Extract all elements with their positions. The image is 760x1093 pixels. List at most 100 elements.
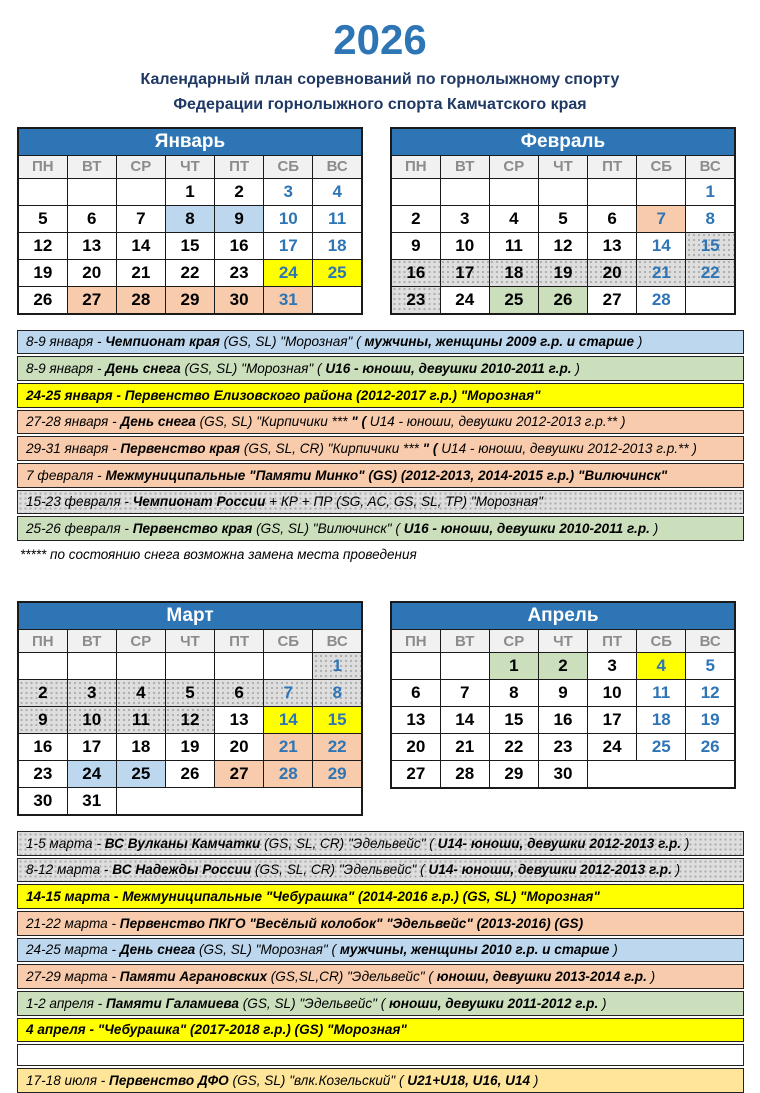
calendar-march: Март ПН ВТ СР ЧТ ПТ СБ ВС 1 2 3 4 5 6 7 8 9 10 11 12 13 14 15 1…	[17, 601, 363, 817]
day-cell-march-8: 8	[312, 679, 363, 708]
weekday-header-cell: СР	[115, 629, 166, 654]
weekday-header-cell: ПТ	[214, 154, 265, 179]
day-cell-march-1: 1	[312, 652, 363, 681]
day-cell-march-15: 15	[312, 706, 363, 735]
day-cell-february-14: 14	[636, 231, 687, 260]
empty-day-cell	[488, 177, 539, 206]
day-cell-april-10: 10	[587, 679, 638, 708]
calendar-april-slot: Апрель ПН ВТ СР ЧТ ПТ СБ ВС 1 2 3 4 5 6 7 8 9 10 11 12 13 14 1…	[390, 601, 736, 816]
day-cell-january-11: 11	[312, 204, 363, 233]
day-cell-january-8: 8	[164, 204, 216, 233]
event-row: 27-29 марта - Памяти Аграновских (GS,SL,…	[17, 964, 744, 990]
day-cell-february-4: 4	[488, 204, 539, 233]
day-cell-january-4: 4	[312, 177, 363, 206]
day-cell-april-3: 3	[587, 652, 638, 681]
day-cell-february-9: 9	[390, 231, 441, 260]
weekday-header-cell: ЧТ	[537, 629, 589, 654]
day-cell-april-22: 22	[488, 733, 539, 762]
day-cell-february-22: 22	[685, 258, 736, 287]
day-cell-january-18: 18	[312, 231, 363, 260]
month-title-january: Январь	[17, 127, 363, 156]
empty-day-cell	[164, 652, 216, 681]
weekday-header-cell: ПН	[390, 154, 441, 179]
empty-day-cell	[390, 177, 441, 206]
weekday-header-cell: СР	[488, 154, 539, 179]
page-title: 2026	[333, 16, 427, 63]
day-cell-january-23: 23	[214, 258, 265, 287]
weekday-header-cell: ПТ	[587, 629, 638, 654]
day-cell-february-25: 25	[488, 285, 539, 315]
calendar-march-slot: Март ПН ВТ СР ЧТ ПТ СБ ВС 1 2 3 4 5 6 7 8 9 10 11 12 13 14 15 1…	[17, 601, 363, 817]
day-cell-february-26: 26	[537, 285, 589, 315]
day-cell-february-21: 21	[636, 258, 687, 287]
event-row: 8-12 марта - ВС Надежды России (GS, SL, …	[17, 857, 744, 883]
empty-day-cell	[636, 177, 687, 206]
event-row-empty	[17, 1044, 744, 1067]
day-cell-march-5: 5	[164, 679, 216, 708]
day-cell-april-13: 13	[390, 706, 441, 735]
empty-day-cell	[66, 652, 117, 681]
day-cell-april-27: 27	[390, 760, 441, 789]
day-cell-february-19: 19	[537, 258, 589, 287]
empty-day-cell	[66, 177, 117, 206]
month-title-february: Февраль	[390, 127, 736, 156]
day-cell-march-27: 27	[214, 760, 265, 789]
day-cell-april-5: 5	[685, 652, 736, 681]
day-cell-march-7: 7	[263, 679, 314, 708]
day-cell-april-28: 28	[439, 760, 490, 789]
event-row: 25-26 февраля - Первенство края (GS, SL)…	[17, 516, 744, 542]
weekday-header-cell: ПН	[17, 154, 68, 179]
event-row: 7 февраля - Межмуниципальные "Памяти Мин…	[17, 463, 744, 488]
weekday-header-cell: СБ	[263, 154, 314, 179]
day-cell-february-5: 5	[537, 204, 589, 233]
day-cell-january-21: 21	[115, 258, 166, 287]
event-row: 29-31 января - Первенство края (GS, SL, …	[17, 436, 744, 462]
day-cell-february-12: 12	[537, 231, 589, 260]
day-cell-january-2: 2	[214, 177, 265, 206]
calendar-april: Апрель ПН ВТ СР ЧТ ПТ СБ ВС 1 2 3 4 5 6 7 8 9 10 11 12 13 14 1…	[390, 601, 736, 790]
day-cell-march-13: 13	[214, 706, 265, 735]
event-row: 24-25 марта - День снега (GS, SL) "Мороз…	[17, 937, 744, 963]
day-cell-april-24: 24	[587, 733, 638, 762]
weekday-header-cell: СР	[115, 154, 166, 179]
events-list-top: 8-9 января - Чемпионат края (GS, SL) "Мо…	[17, 329, 744, 542]
empty-day-cell	[115, 652, 166, 681]
day-cell-april-16: 16	[537, 706, 589, 735]
day-cell-march-25: 25	[115, 760, 166, 789]
day-cell-march-30: 30	[17, 787, 68, 816]
day-cell-january-14: 14	[115, 231, 166, 260]
event-row: 8-9 января - Чемпионат края (GS, SL) "Мо…	[17, 329, 744, 355]
day-cell-january-1: 1	[164, 177, 216, 206]
day-cell-february-17: 17	[439, 258, 490, 287]
weekday-header-cell: ПН	[390, 629, 441, 654]
event-row: 4 апреля - "Чебурашка" (2017-2018 г.р.) …	[17, 1017, 744, 1043]
day-cell-march-21: 21	[263, 733, 314, 762]
day-cell-february-8: 8	[685, 204, 736, 233]
weekday-header-cell: ПТ	[214, 629, 265, 654]
calendar-january: Январь ПН ВТ СР ЧТ ПТ СБ ВС 1 2 3 4 5 6 7 8 9 10 11 12 13 14 1…	[17, 126, 363, 315]
event-row: 21-22 марта - Первенство ПКГО "Весёлый к…	[17, 911, 744, 936]
weekday-header-cell: ЧТ	[164, 154, 216, 179]
empty-day-cell	[390, 652, 441, 681]
month-title-march: Март	[17, 601, 363, 631]
day-cell-february-3: 3	[439, 204, 490, 233]
month-title-april: Апрель	[390, 601, 736, 631]
day-cell-january-13: 13	[66, 231, 117, 260]
day-cell-april-29: 29	[488, 760, 539, 789]
day-cell-april-30: 30	[537, 760, 589, 789]
weekday-header-cell: ВС	[312, 154, 363, 179]
day-cell-march-14: 14	[263, 706, 314, 735]
day-cell-january-12: 12	[17, 231, 68, 260]
weekday-header-cell: ПТ	[587, 154, 638, 179]
day-cell-march-9: 9	[17, 706, 68, 735]
day-cell-april-18: 18	[636, 706, 687, 735]
day-cell-january-3: 3	[263, 177, 314, 206]
day-cell-march-17: 17	[66, 733, 117, 762]
day-cell-january-6: 6	[66, 204, 117, 233]
day-cell-february-28: 28	[636, 285, 687, 315]
day-cell-march-19: 19	[164, 733, 216, 762]
day-cell-march-29: 29	[312, 760, 363, 789]
spacer	[0, 562, 760, 592]
day-cell-april-12: 12	[685, 679, 736, 708]
